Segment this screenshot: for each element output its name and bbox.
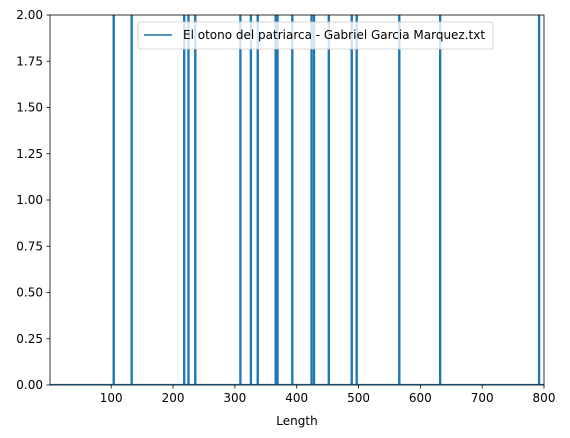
plot-frame: [49, 14, 545, 386]
y-tick-label: 0.75: [16, 239, 43, 253]
y-tick-label: 0.00: [16, 378, 43, 392]
legend: El otono del patriarca - Gabriel Garcia …: [137, 21, 494, 50]
x-tick-label: 200: [162, 391, 185, 405]
x-tick-label: 700: [471, 391, 494, 405]
y-tick-label: 1.25: [16, 147, 43, 161]
y-tick-label: 1.75: [16, 54, 43, 68]
y-tick-label: 0.50: [16, 286, 43, 300]
x-tick-label: 600: [409, 391, 432, 405]
x-tick-label: 500: [347, 391, 370, 405]
y-tick-label: 2.00: [16, 8, 43, 22]
legend-entry-label: El otono del patriarca - Gabriel Garcia …: [183, 28, 485, 42]
y-tick-label: 1.00: [16, 193, 43, 207]
x-tick-label: 800: [533, 391, 556, 405]
x-tick-label: 100: [100, 391, 123, 405]
x-axis-label: Length: [276, 414, 317, 428]
legend-box: [137, 21, 494, 50]
y-tick-label: 0.25: [16, 332, 43, 346]
y-axis: 0.00 0.25 0.50 0.75 1.00 1.25 1.50 1.75 2.00: [16, 8, 50, 392]
x-axis: 100 200 300 400 500 600 700 800: [100, 385, 556, 405]
x-tick-label: 400: [285, 391, 308, 405]
y-tick-label: 1.50: [16, 101, 43, 115]
x-tick-label: 300: [223, 391, 246, 405]
